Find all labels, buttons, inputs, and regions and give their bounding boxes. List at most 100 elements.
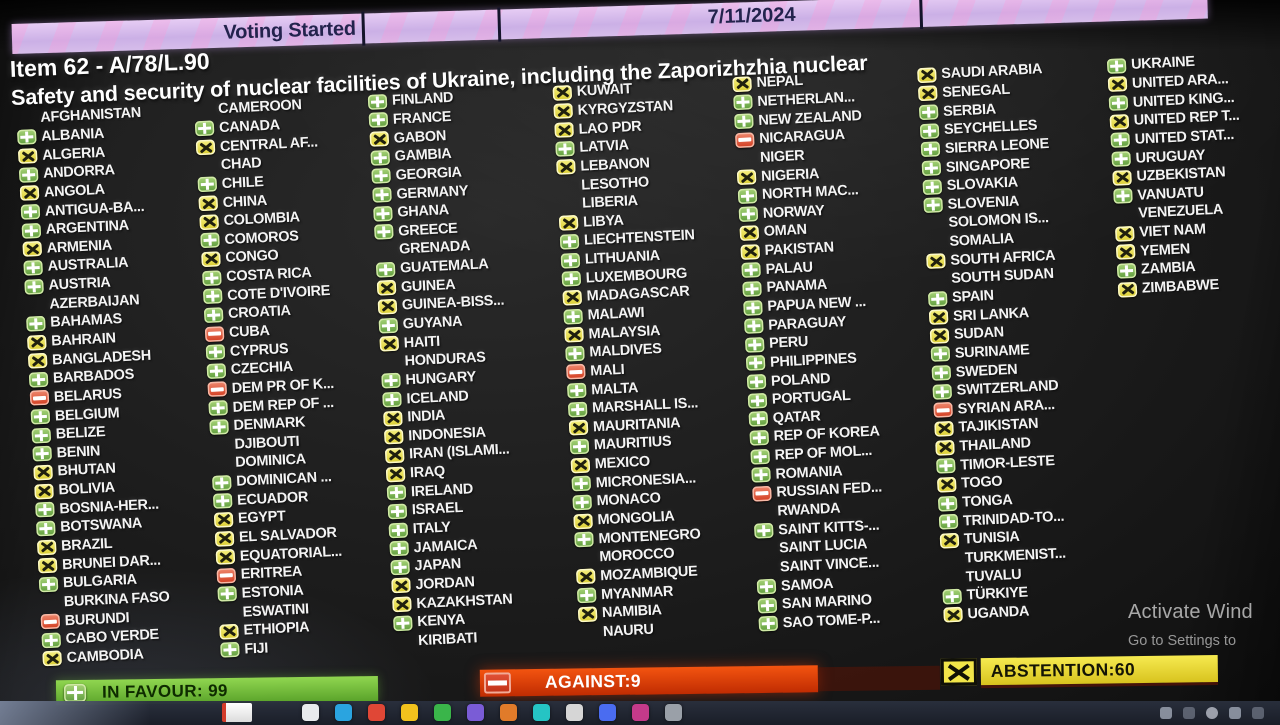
in-favour-icon [920, 141, 941, 158]
abstention-icon [917, 67, 937, 84]
in-favour-icon [936, 458, 956, 475]
in-favour-icon [922, 178, 943, 195]
in-favour-icon [569, 438, 590, 455]
country-name: URUGUAY [1135, 146, 1206, 167]
country-name: CROATIA [227, 303, 292, 323]
in-favour-icon [567, 401, 588, 418]
in-favour-icon [24, 278, 44, 295]
tray-icon[interactable] [1229, 707, 1241, 719]
taskbar-app-icon[interactable] [533, 704, 550, 721]
in-favour-icon [747, 392, 768, 409]
country-name: QATAR [772, 408, 821, 427]
country-name: BAHAMAS [49, 311, 123, 331]
taskbar-app-icon[interactable] [665, 704, 682, 721]
abstention-icon [219, 623, 239, 640]
country-name: ITALY [412, 519, 451, 538]
in-favour-icon [378, 317, 399, 334]
abstention-icon [36, 539, 57, 556]
in-favour-icon [1111, 151, 1132, 167]
in-favour-icon [745, 355, 766, 372]
in-favour-icon [919, 122, 940, 139]
in-favour-icon [18, 166, 39, 183]
country-name: SUDAN [953, 324, 1005, 344]
country-name: IRELAND [410, 481, 474, 501]
in-favour-icon [746, 374, 767, 390]
country-name: BELARUS [53, 386, 122, 406]
in-favour-icon [371, 168, 391, 185]
country-name: SAMOA [780, 575, 834, 595]
country-name: DJIBOUTI [234, 433, 300, 453]
no-vote-slot [210, 437, 230, 453]
in-favour-icon [373, 205, 393, 222]
country-name: GHANA [397, 202, 450, 221]
in-favour-icon [202, 288, 223, 305]
country-name: TÜRKIYE [966, 584, 1029, 604]
abstention-icon [575, 568, 596, 585]
taskbar-app-icon[interactable] [434, 704, 451, 721]
in-favour-icon [200, 232, 220, 249]
taskbar-app-icon[interactable] [335, 704, 352, 721]
against-icon [752, 485, 772, 502]
in-favour-icon [918, 104, 939, 121]
in-favour-icon [758, 616, 779, 632]
in-favour-icon [574, 531, 594, 548]
country-name: COMOROS [224, 228, 299, 248]
abstention-icon [26, 334, 47, 351]
taskbar-app-icon[interactable] [632, 704, 649, 721]
in-favour-icon [389, 540, 410, 557]
country-name: ROMANIA [775, 463, 843, 483]
country-name: PERU [768, 334, 809, 353]
taskbar-app-icon[interactable] [302, 704, 319, 721]
country-name: SERBIA [942, 101, 997, 120]
country-name: SINGAPORE [945, 155, 1031, 176]
in-favour-icon [559, 233, 580, 250]
country-name: GERMANY [396, 182, 469, 203]
vote-date: 7/11/2024 [707, 3, 796, 29]
country-name: JORDAN [415, 574, 475, 594]
abstention-icon [736, 169, 757, 186]
tray-icon[interactable] [1160, 707, 1172, 719]
windows-taskbar[interactable] [0, 701, 1280, 725]
country-name: AUSTRIA [48, 274, 111, 294]
taskbar-app-icon[interactable] [368, 704, 385, 721]
taskbar-app-icon[interactable] [566, 704, 583, 721]
country-name: ALGERIA [41, 144, 106, 164]
taskbar-window-fragment[interactable] [222, 703, 252, 722]
vote-column: UKRAINE UNITED ARA... UNITED KING... UNITED… [1106, 48, 1280, 299]
in-favour-icon [374, 224, 394, 241]
country-name: HAITI [403, 333, 441, 352]
abstention-icon [573, 513, 593, 529]
tray-icon[interactable] [1252, 707, 1264, 719]
taskbar-app-icon[interactable] [500, 704, 517, 721]
abstention-icon [926, 253, 946, 270]
abstention-icon [552, 84, 573, 101]
taskbar-app-icon[interactable] [599, 704, 616, 721]
system-tray[interactable] [1160, 707, 1264, 719]
country-name: EGYPT [237, 508, 286, 528]
abstention-icon [1107, 76, 1128, 93]
taskbar-app-icon[interactable] [467, 704, 484, 721]
country-name: UGANDA [967, 603, 1030, 623]
country-name: KUWAIT [576, 81, 633, 101]
in-favour-icon [38, 576, 59, 593]
abstention-icon [22, 241, 43, 258]
tray-icon[interactable] [1206, 707, 1218, 719]
no-vote-slot [941, 551, 961, 567]
tray-icon[interactable] [1183, 707, 1195, 719]
abstention-icon [562, 289, 583, 306]
country-name: CANADA [218, 117, 281, 137]
country-name: FRANCE [392, 108, 452, 128]
country-name: IRAQ [409, 463, 446, 482]
abstention-icon [1117, 281, 1138, 298]
country-name: GABON [393, 127, 447, 147]
country-name: SLOVENIA [947, 193, 1020, 213]
abstention-icon [943, 607, 963, 623]
country-name: COLOMBIA [223, 209, 301, 230]
strip-divider [497, 7, 502, 42]
against-icon [40, 613, 61, 630]
country-name: ICELAND [406, 387, 469, 407]
in-favour-icon [206, 362, 227, 379]
taskbar-app-icon[interactable] [401, 704, 418, 721]
no-vote-slot [380, 354, 400, 370]
against-icon [483, 672, 512, 694]
